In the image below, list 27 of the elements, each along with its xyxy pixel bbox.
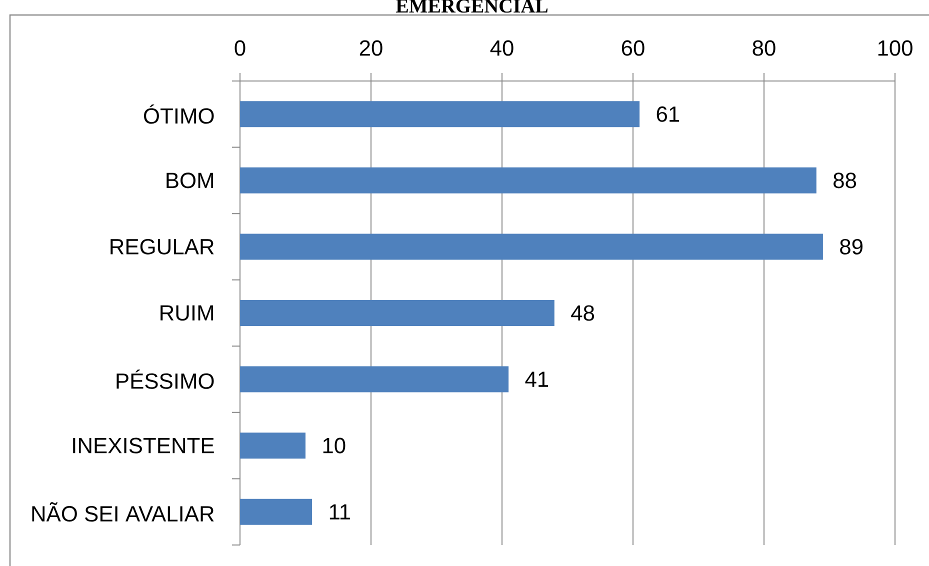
bar <box>240 167 816 194</box>
bar <box>240 101 640 128</box>
x-tick-label: 100 <box>878 40 912 56</box>
x-tick-label: 20 <box>360 40 382 56</box>
x-tick-label: 60 <box>622 40 644 56</box>
data-label: 11 <box>330 504 350 520</box>
data-label: 41 <box>525 372 548 387</box>
y-tick-label: RUIM <box>160 305 214 321</box>
bar <box>240 234 823 260</box>
y-tick-label: INEXISTENTE <box>73 438 214 454</box>
y-tick-label: ÓTIMO <box>144 104 214 124</box>
y-tick-label: PÉSSIMO <box>116 370 214 389</box>
bar <box>240 366 509 392</box>
data-label: 89 <box>840 238 862 254</box>
data-label: 10 <box>323 438 346 454</box>
x-tick-label: 40 <box>490 40 514 56</box>
bar <box>240 300 554 326</box>
bar <box>240 432 306 459</box>
data-label: 88 <box>834 172 856 188</box>
y-tick-label: REGULAR <box>110 238 214 254</box>
x-tick-label: 0 <box>234 40 246 56</box>
y-tick-label: BOM <box>166 172 214 188</box>
x-tick-label: 80 <box>752 40 776 56</box>
data-label: 48 <box>571 305 594 321</box>
y-tick-label: NÃO SEI AVALIAR <box>32 502 214 522</box>
bar <box>240 498 312 525</box>
data-label: 61 <box>656 106 680 122</box>
